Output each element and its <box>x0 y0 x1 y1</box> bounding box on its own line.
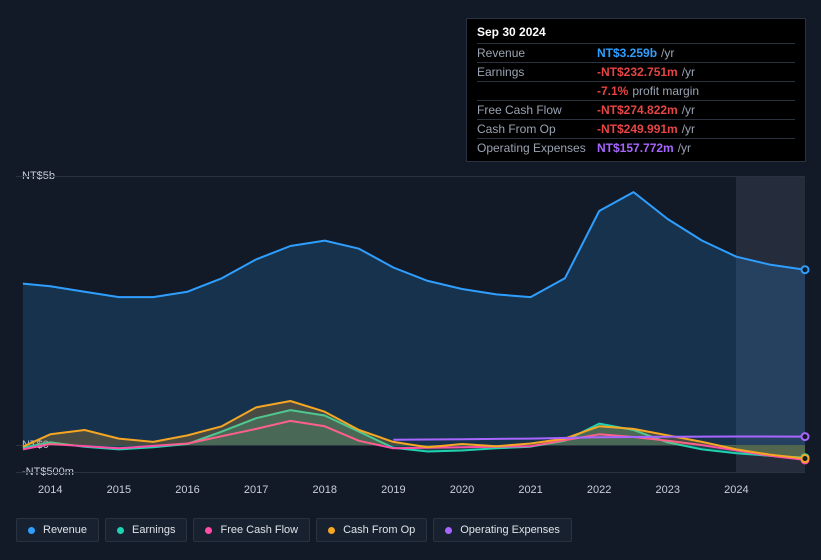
tooltip-row-suffix: profit margin <box>632 84 699 98</box>
tooltip-row-suffix: /yr <box>682 65 695 79</box>
tooltip-date: Sep 30 2024 <box>477 25 795 39</box>
legend-label: Revenue <box>43 524 87 536</box>
tooltip-row: Cash From Op-NT$249.991m/yr <box>477 119 795 138</box>
legend-item[interactable]: Revenue <box>16 518 99 542</box>
x-tick-label: 2024 <box>724 484 748 496</box>
legend-label: Earnings <box>132 524 175 536</box>
tooltip-row: Operating ExpensesNT$157.772m/yr <box>477 138 795 157</box>
tooltip-row-suffix: /yr <box>682 122 695 136</box>
x-tick-label: 2014 <box>38 484 62 496</box>
legend-dot-icon <box>445 527 452 534</box>
tooltip-row-value: -NT$249.991m <box>597 122 678 136</box>
tooltip-rows: RevenueNT$3.259b/yrEarnings-NT$232.751m/… <box>477 43 795 157</box>
x-tick-label: 2017 <box>244 484 268 496</box>
tooltip-row-label: Operating Expenses <box>477 141 597 155</box>
x-tick-label: 2021 <box>518 484 542 496</box>
chart-area <box>16 176 805 472</box>
tooltip-row: -7.1% profit margin <box>477 81 795 100</box>
series-end-dot <box>802 455 809 462</box>
tooltip-row-suffix: /yr <box>661 46 674 60</box>
legend-item[interactable]: Earnings <box>105 518 187 542</box>
x-tick-label: 2020 <box>450 484 474 496</box>
tooltip-row-value: NT$3.259b <box>597 46 657 60</box>
x-tick-label: 2016 <box>175 484 199 496</box>
legend-item[interactable]: Free Cash Flow <box>193 518 310 542</box>
series-end-dot <box>802 433 809 440</box>
legend-dot-icon <box>328 527 335 534</box>
tooltip-row-label: Cash From Op <box>477 122 597 136</box>
series-end-dot <box>802 266 809 273</box>
chart-svg <box>16 176 805 472</box>
legend-label: Cash From Op <box>343 524 415 536</box>
tooltip-row-suffix: /yr <box>682 103 695 117</box>
tooltip-row: Earnings-NT$232.751m/yr <box>477 62 795 81</box>
x-tick-label: 2015 <box>107 484 131 496</box>
tooltip-row-label: Earnings <box>477 65 597 79</box>
tooltip-row-label: Free Cash Flow <box>477 103 597 117</box>
tooltip-row-suffix: /yr <box>678 141 691 155</box>
series-area <box>23 192 805 445</box>
tooltip-row-value: -NT$274.822m <box>597 103 678 117</box>
legend-item[interactable]: Cash From Op <box>316 518 427 542</box>
legend: Revenue Earnings Free Cash Flow Cash From O… <box>16 518 572 542</box>
tooltip-row: RevenueNT$3.259b/yr <box>477 43 795 62</box>
legend-dot-icon <box>28 527 35 534</box>
legend-dot-icon <box>117 527 124 534</box>
tooltip-row-value: NT$157.772m <box>597 141 674 155</box>
gridline <box>16 472 805 473</box>
tooltip-row: Free Cash Flow-NT$274.822m/yr <box>477 100 795 119</box>
legend-item[interactable]: Operating Expenses <box>433 518 572 542</box>
x-tick-label: 2018 <box>312 484 336 496</box>
x-tick-label: 2022 <box>587 484 611 496</box>
tooltip-row-value: -7.1% <box>597 84 628 98</box>
tooltip-row-value: -NT$232.751m <box>597 65 678 79</box>
tooltip-box: Sep 30 2024 RevenueNT$3.259b/yrEarnings-… <box>466 18 806 162</box>
x-tick-label: 2023 <box>656 484 680 496</box>
tooltip-row-label <box>477 84 597 98</box>
legend-dot-icon <box>205 527 212 534</box>
legend-label: Free Cash Flow <box>220 524 298 536</box>
legend-label: Operating Expenses <box>460 524 560 536</box>
tooltip-row-label: Revenue <box>477 46 597 60</box>
x-tick-label: 2019 <box>381 484 405 496</box>
